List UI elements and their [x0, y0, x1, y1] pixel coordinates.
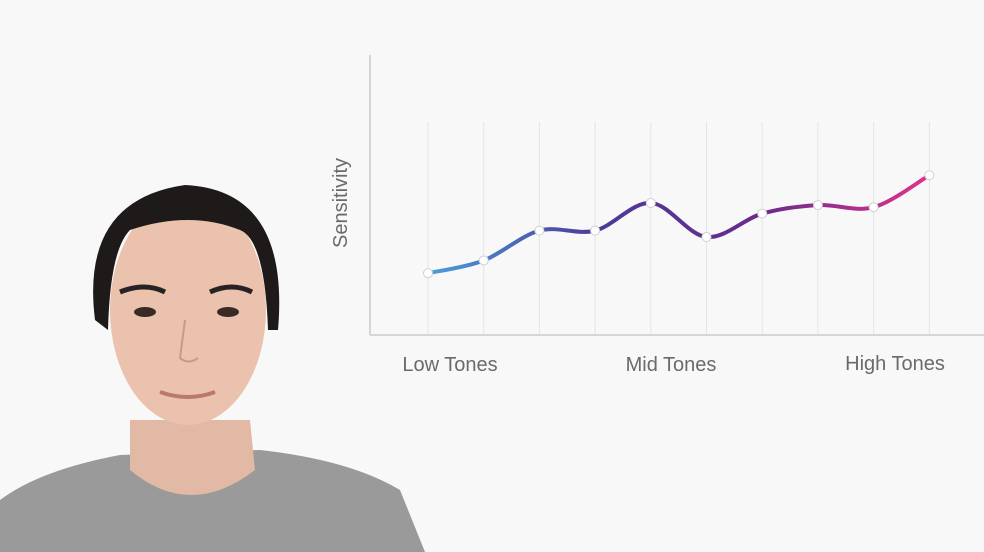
- x-tick-label-mid: Mid Tones: [626, 354, 717, 376]
- data-point: [478, 255, 489, 266]
- data-point: [757, 208, 768, 219]
- data-point: [924, 170, 935, 181]
- x-tick-label-low: Low Tones: [402, 354, 497, 376]
- data-point: [812, 200, 823, 211]
- data-point: [868, 202, 879, 213]
- data-point: [590, 225, 601, 236]
- data-point: [423, 268, 433, 279]
- y-axis-label: Sensitivity: [330, 158, 352, 248]
- sensitivity-line: [426, 173, 932, 276]
- data-point: [645, 197, 656, 208]
- portrait-photo: [0, 170, 430, 552]
- data-point: [534, 225, 545, 236]
- data-point: [701, 232, 712, 243]
- x-tick-label-high: High Tones: [845, 353, 945, 375]
